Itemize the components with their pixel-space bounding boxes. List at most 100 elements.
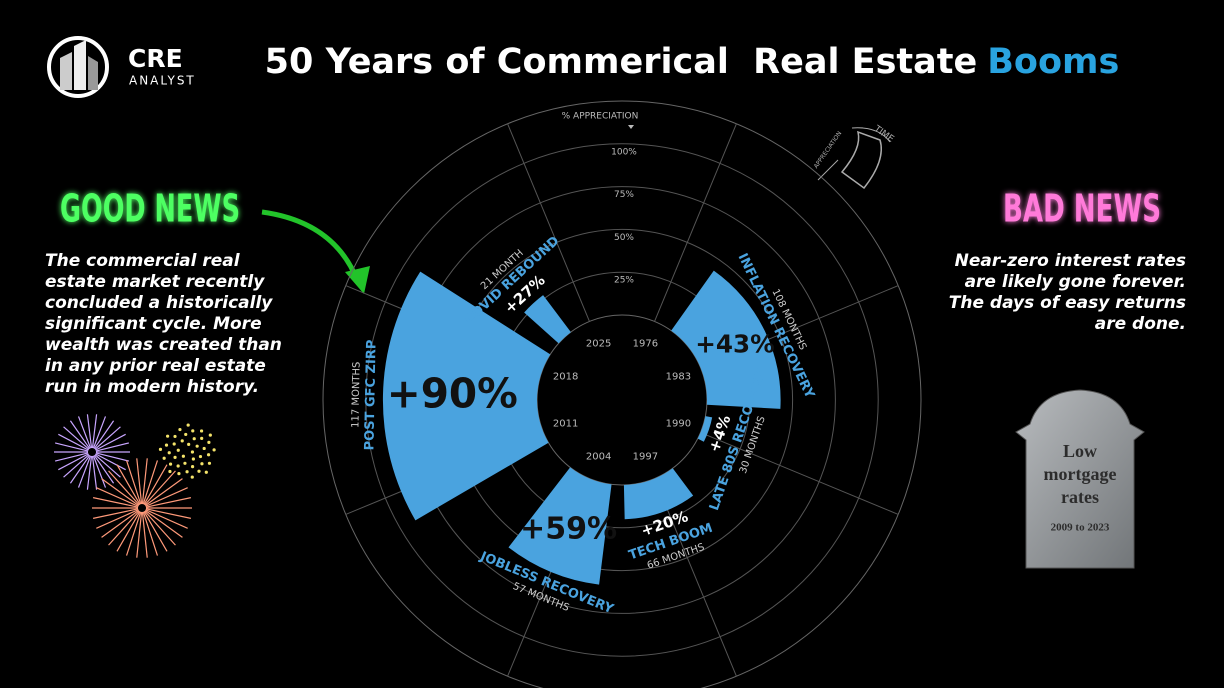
firework-spark	[183, 461, 187, 465]
wedge	[697, 416, 713, 442]
chart-title: 50 Years of Commerical Real Estate Booms	[265, 42, 1120, 82]
r-tick-label: 100%	[611, 147, 637, 157]
firework-ray	[141, 458, 148, 505]
grid-ring	[365, 143, 879, 657]
firework-ray	[58, 453, 89, 471]
good-news-line: concluded a historically	[45, 293, 273, 313]
firework-spark	[167, 451, 171, 455]
firework-ray	[144, 478, 183, 507]
firework-ray	[86, 414, 93, 449]
key-sector	[840, 130, 882, 190]
firework-ray	[63, 426, 90, 450]
firework-spark	[185, 470, 189, 474]
tombstone-line: rates	[1061, 487, 1099, 507]
firework-ray	[101, 478, 140, 507]
firework-spark	[162, 456, 166, 460]
value-label: +59%	[520, 512, 617, 547]
value-label: +43%	[695, 330, 775, 359]
firework-spark	[158, 447, 163, 452]
wedge	[623, 468, 694, 520]
firework-spark	[168, 462, 173, 466]
firework-spark	[172, 442, 176, 446]
tick-label-bg	[606, 145, 638, 158]
firework-ray	[145, 508, 192, 519]
firework-ray	[95, 453, 126, 471]
firework-ray	[144, 509, 183, 538]
logo-building	[74, 40, 86, 90]
duration-label: 117 MONTHS	[350, 362, 362, 428]
good-news-line: The commercial real	[45, 251, 241, 271]
firework-ray	[101, 509, 140, 538]
firework-spark	[180, 439, 184, 443]
firework-ray	[142, 511, 159, 556]
logo-title: CRE	[128, 44, 183, 73]
firework-spark	[187, 442, 191, 446]
firework-spark	[190, 465, 195, 469]
firework-ray	[136, 458, 143, 505]
good-news-line: estate market recently	[45, 272, 265, 292]
logo-building	[88, 56, 98, 90]
tick-label-bg	[606, 274, 638, 287]
firework-spark	[184, 432, 188, 437]
r-tick-label: 50%	[614, 233, 634, 243]
logo-building	[60, 52, 72, 90]
spoke	[654, 123, 737, 322]
wedge	[508, 467, 612, 585]
arrow	[261, 209, 361, 283]
theta-tick-label: 2004	[586, 451, 611, 462]
tombstone	[1015, 389, 1145, 569]
tombstone-shape	[1015, 389, 1145, 569]
r-axis-pointer	[628, 125, 634, 129]
firework-ray	[54, 452, 89, 462]
firework-spark	[173, 455, 177, 459]
firework-spark	[195, 444, 199, 448]
firework-spark	[200, 462, 204, 466]
tombstone-text: Low mortgage rates 2009 to 2023	[1044, 441, 1117, 533]
firework-ray	[141, 511, 148, 558]
firework-ray	[91, 414, 98, 449]
firework-spark	[178, 427, 182, 432]
key-arrow	[851, 127, 891, 143]
firework-ray	[63, 454, 90, 478]
wedge	[671, 270, 781, 409]
good-news-line: wealth was created than	[45, 335, 282, 355]
bad-news-line: are likely gone forever.	[965, 272, 1186, 292]
theta-tick-label: 1997	[633, 451, 658, 462]
firework-spark	[204, 470, 208, 474]
firework-spark	[173, 434, 177, 439]
firework-ray	[96, 487, 139, 507]
firework-spark	[207, 461, 212, 465]
firework-ray	[77, 416, 92, 449]
firework-spark	[192, 437, 196, 441]
good-news-line: significant cycle. More	[45, 314, 262, 334]
value-label: +90%	[387, 370, 518, 418]
firework-ray	[143, 511, 168, 552]
firework-spark	[200, 436, 204, 440]
firework-spark	[207, 440, 211, 444]
firework-spark	[197, 469, 201, 473]
spoke	[700, 432, 899, 515]
firework-ray	[125, 511, 142, 556]
firework-ray	[92, 416, 107, 449]
bad-news-line: The days of easy returns	[949, 293, 1186, 313]
firework-ray	[143, 464, 168, 505]
firework-ray	[95, 433, 126, 451]
spoke	[507, 123, 590, 322]
firework-ray	[95, 442, 130, 452]
firework-spark	[168, 469, 172, 474]
r-tick-label: 75%	[614, 190, 634, 200]
tombstone-dates: 2009 to 2023	[1051, 522, 1110, 534]
firework-spark	[191, 429, 195, 433]
firework-ray	[116, 464, 141, 505]
firework-spark	[190, 450, 195, 454]
theta-tick-label: 1990	[666, 418, 691, 429]
firework-spark	[166, 434, 170, 438]
firework-ray	[92, 455, 107, 488]
firework-ray	[116, 511, 141, 552]
fireworks	[54, 414, 216, 558]
theta-tick-label: 2018	[553, 372, 578, 383]
firework-spark	[177, 472, 181, 476]
firework-ray	[108, 510, 140, 546]
